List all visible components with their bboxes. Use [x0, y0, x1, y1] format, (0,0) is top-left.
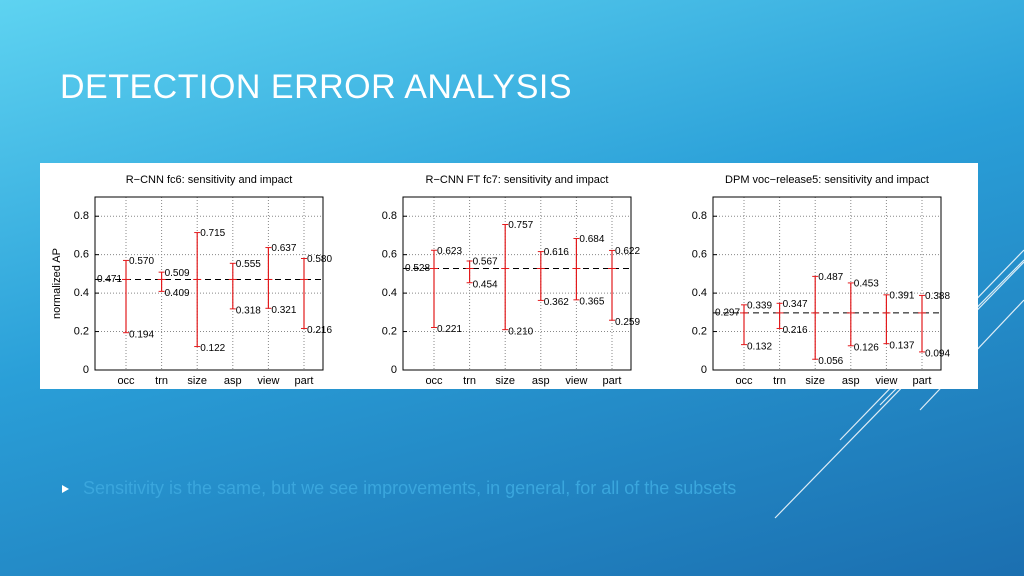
value-label: 0.126 [854, 342, 879, 353]
value-label: 0.132 [747, 341, 772, 352]
value-label: 0.715 [200, 228, 225, 239]
chart: R−CNN FT fc7: sensitivity and impact 0 0.2… [382, 174, 641, 387]
value-label: 0.487 [818, 272, 843, 283]
value-label: 0.221 [437, 324, 462, 335]
x-tick-label: occ [735, 375, 753, 387]
value-label: 0.365 [579, 296, 604, 307]
x-tick-label: part [913, 375, 932, 387]
y-tick-label: 0.8 [74, 210, 89, 222]
value-label: 0.056 [818, 356, 843, 367]
y-tick-label: 0.6 [74, 249, 89, 261]
value-label: 0.453 [854, 279, 879, 290]
plot-frame [712, 196, 942, 371]
value-label: 0.757 [508, 220, 533, 231]
y-tick-label: 0 [701, 364, 707, 376]
y-tick-label: 0.6 [692, 249, 707, 261]
value-label: 0.216 [307, 325, 332, 336]
x-tick-label: asp [224, 375, 242, 387]
value-label: 0.321 [271, 305, 296, 316]
reference-label: 0.471 [97, 274, 122, 285]
y-tick-label: 0.2 [382, 325, 397, 337]
value-label: 0.570 [129, 256, 154, 267]
value-label: 0.122 [200, 343, 225, 354]
y-tick-label: 0.8 [382, 210, 397, 222]
value-label: 0.622 [615, 246, 640, 257]
value-label: 0.580 [307, 254, 332, 265]
x-tick-label: occ [425, 375, 443, 387]
y-tick-label: 0.8 [692, 210, 707, 222]
value-label: 0.339 [747, 300, 772, 311]
value-label: 0.567 [473, 257, 498, 268]
value-label: 0.259 [615, 317, 640, 328]
x-tick-label: view [257, 375, 279, 387]
value-label: 0.362 [544, 297, 569, 308]
chart-title: R−CNN FT fc7: sensitivity and impact [426, 174, 609, 186]
bullet-text: Sensitivity is the same, but we see impr… [83, 478, 737, 498]
x-tick-label: part [603, 375, 622, 387]
y-tick-label: 0.6 [382, 249, 397, 261]
x-tick-label: trn [463, 375, 476, 387]
x-tick-label: asp [842, 375, 860, 387]
value-label: 0.454 [473, 279, 498, 290]
y-tick-label: 0 [391, 364, 397, 376]
chart: DPM voc−release5: sensitivity and impact… [692, 174, 951, 387]
x-tick-label: view [875, 375, 897, 387]
x-tick-label: trn [773, 375, 786, 387]
x-tick-label: size [187, 375, 207, 387]
y-tick-label: 0 [83, 364, 89, 376]
x-tick-label: size [495, 375, 515, 387]
charts-panel: R−CNN fc6: sensitivity and impact normali… [40, 163, 978, 389]
plot-frame [94, 196, 324, 371]
reference-label: 0.297 [715, 308, 740, 319]
value-label: 0.216 [783, 325, 808, 336]
reference-label: 0.528 [405, 263, 430, 274]
y-axis-label: normalized AP [51, 248, 63, 319]
bullet-marker [62, 485, 69, 494]
value-label: 0.391 [889, 290, 914, 301]
x-tick-label: asp [532, 375, 550, 387]
value-label: 0.409 [165, 288, 190, 299]
x-tick-label: view [565, 375, 587, 387]
value-label: 0.094 [925, 349, 950, 360]
value-label: 0.555 [236, 259, 261, 270]
x-tick-label: part [295, 375, 314, 387]
value-label: 0.509 [165, 268, 190, 279]
y-tick-label: 0.4 [74, 287, 89, 299]
slide-title: Detection Error Analysis [60, 68, 573, 106]
y-tick-label: 0.4 [692, 287, 707, 299]
chart-title: DPM voc−release5: sensitivity and impact [725, 174, 929, 186]
x-tick-label: occ [117, 375, 135, 387]
value-label: 0.318 [236, 306, 261, 317]
value-label: 0.194 [129, 329, 154, 340]
value-label: 0.347 [783, 299, 808, 310]
plot-frame [402, 196, 632, 371]
x-tick-label: trn [155, 375, 168, 387]
y-tick-label: 0.2 [74, 325, 89, 337]
chart-title: R−CNN fc6: sensitivity and impact [126, 174, 293, 186]
chart: R−CNN fc6: sensitivity and impact normali… [51, 174, 333, 387]
value-label: 0.616 [544, 247, 569, 258]
value-label: 0.137 [889, 340, 914, 351]
value-label: 0.623 [437, 246, 462, 257]
value-label: 0.388 [925, 291, 950, 302]
value-label: 0.637 [271, 243, 296, 254]
value-label: 0.210 [508, 326, 533, 337]
y-tick-label: 0.2 [692, 325, 707, 337]
bullet: Sensitivity is the same, but we see impr… [62, 478, 736, 499]
value-label: 0.684 [579, 234, 604, 245]
x-tick-label: size [805, 375, 825, 387]
y-tick-label: 0.4 [382, 287, 397, 299]
